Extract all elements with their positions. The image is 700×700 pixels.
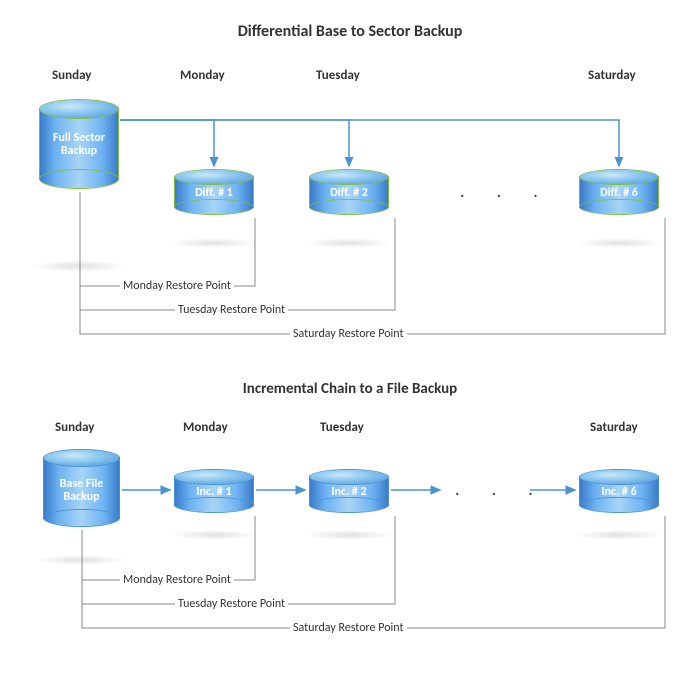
d2-inc2-shadow (305, 530, 393, 540)
d1-dots: . . . (460, 180, 552, 202)
d2-inc2-cylinder: Inc. # 2 (310, 470, 388, 512)
d1-diff2-shadow (305, 238, 393, 248)
d1-full-shadow (30, 260, 128, 272)
d2-inc2-label: Inc. # 2 (310, 486, 388, 499)
d1-diff1-cylinder: Diff. # 1 (175, 170, 253, 214)
d2-day-sunday: Sunday (55, 420, 94, 435)
diagram2-title: Incremental Chain to a File Backup (0, 380, 700, 398)
d2-inc6-label: Inc. # 6 (580, 486, 658, 499)
d2-inc1-label: Inc. # 1 (175, 486, 253, 499)
d2-rp-tuesday: Tuesday Restore Point (175, 597, 288, 611)
d2-day-monday: Monday (183, 420, 228, 435)
d1-diff1-shadow (170, 238, 258, 248)
d1-rp-saturday: Saturday Restore Point (290, 327, 407, 341)
d2-base-cylinder: Base File Backup (44, 450, 119, 526)
d2-day-tuesday: Tuesday (320, 420, 364, 435)
d2-base-label: Base File Backup (44, 478, 119, 504)
d2-rp-saturday: Saturday Restore Point (290, 621, 407, 635)
diagram1-title: Differential Base to Sector Backup (0, 22, 700, 41)
d1-full-sector-cylinder: Full Sector Backup (40, 100, 118, 188)
d1-diff2-cylinder: Diff. # 2 (310, 170, 388, 214)
d2-inc1-cylinder: Inc. # 1 (175, 470, 253, 512)
d1-diff6-label: Diff. # 6 (580, 187, 658, 200)
d1-diff6-shadow (575, 238, 663, 248)
d2-inc6-cylinder: Inc. # 6 (580, 470, 658, 512)
d1-diff2-label: Diff. # 2 (310, 187, 388, 200)
d1-day-tuesday: Tuesday (316, 68, 360, 83)
d1-day-sunday: Sunday (52, 68, 91, 83)
d1-diff1-label: Diff. # 1 (175, 187, 253, 200)
d2-inc1-shadow (170, 530, 258, 540)
d2-dots: . . . (455, 478, 547, 500)
d1-rp-tuesday: Tuesday Restore Point (175, 303, 288, 317)
d1-day-saturday: Saturday (588, 68, 636, 83)
d2-rp-monday: Monday Restore Point (120, 573, 234, 587)
d1-diff6-cylinder: Diff. # 6 (580, 170, 658, 214)
d1-rp-monday: Monday Restore Point (120, 279, 234, 293)
d2-inc6-shadow (575, 530, 663, 540)
d2-day-saturday: Saturday (590, 420, 638, 435)
d1-day-monday: Monday (180, 68, 225, 83)
d1-full-label: Full Sector Backup (40, 132, 118, 158)
d2-base-shadow (35, 555, 127, 565)
